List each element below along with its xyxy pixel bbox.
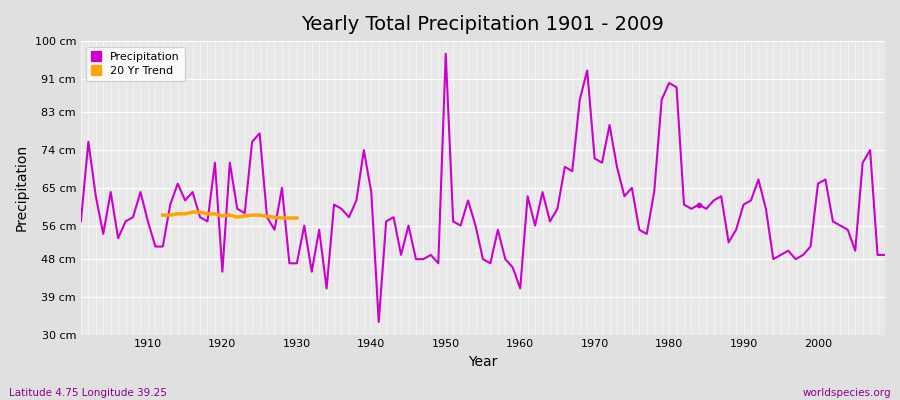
Text: worldspecies.org: worldspecies.org xyxy=(803,388,891,398)
Legend: Precipitation, 20 Yr Trend: Precipitation, 20 Yr Trend xyxy=(86,47,185,81)
Title: Yearly Total Precipitation 1901 - 2009: Yearly Total Precipitation 1901 - 2009 xyxy=(302,15,664,34)
X-axis label: Year: Year xyxy=(468,355,498,369)
Text: Latitude 4.75 Longitude 39.25: Latitude 4.75 Longitude 39.25 xyxy=(9,388,166,398)
Y-axis label: Precipitation: Precipitation xyxy=(15,144,29,232)
